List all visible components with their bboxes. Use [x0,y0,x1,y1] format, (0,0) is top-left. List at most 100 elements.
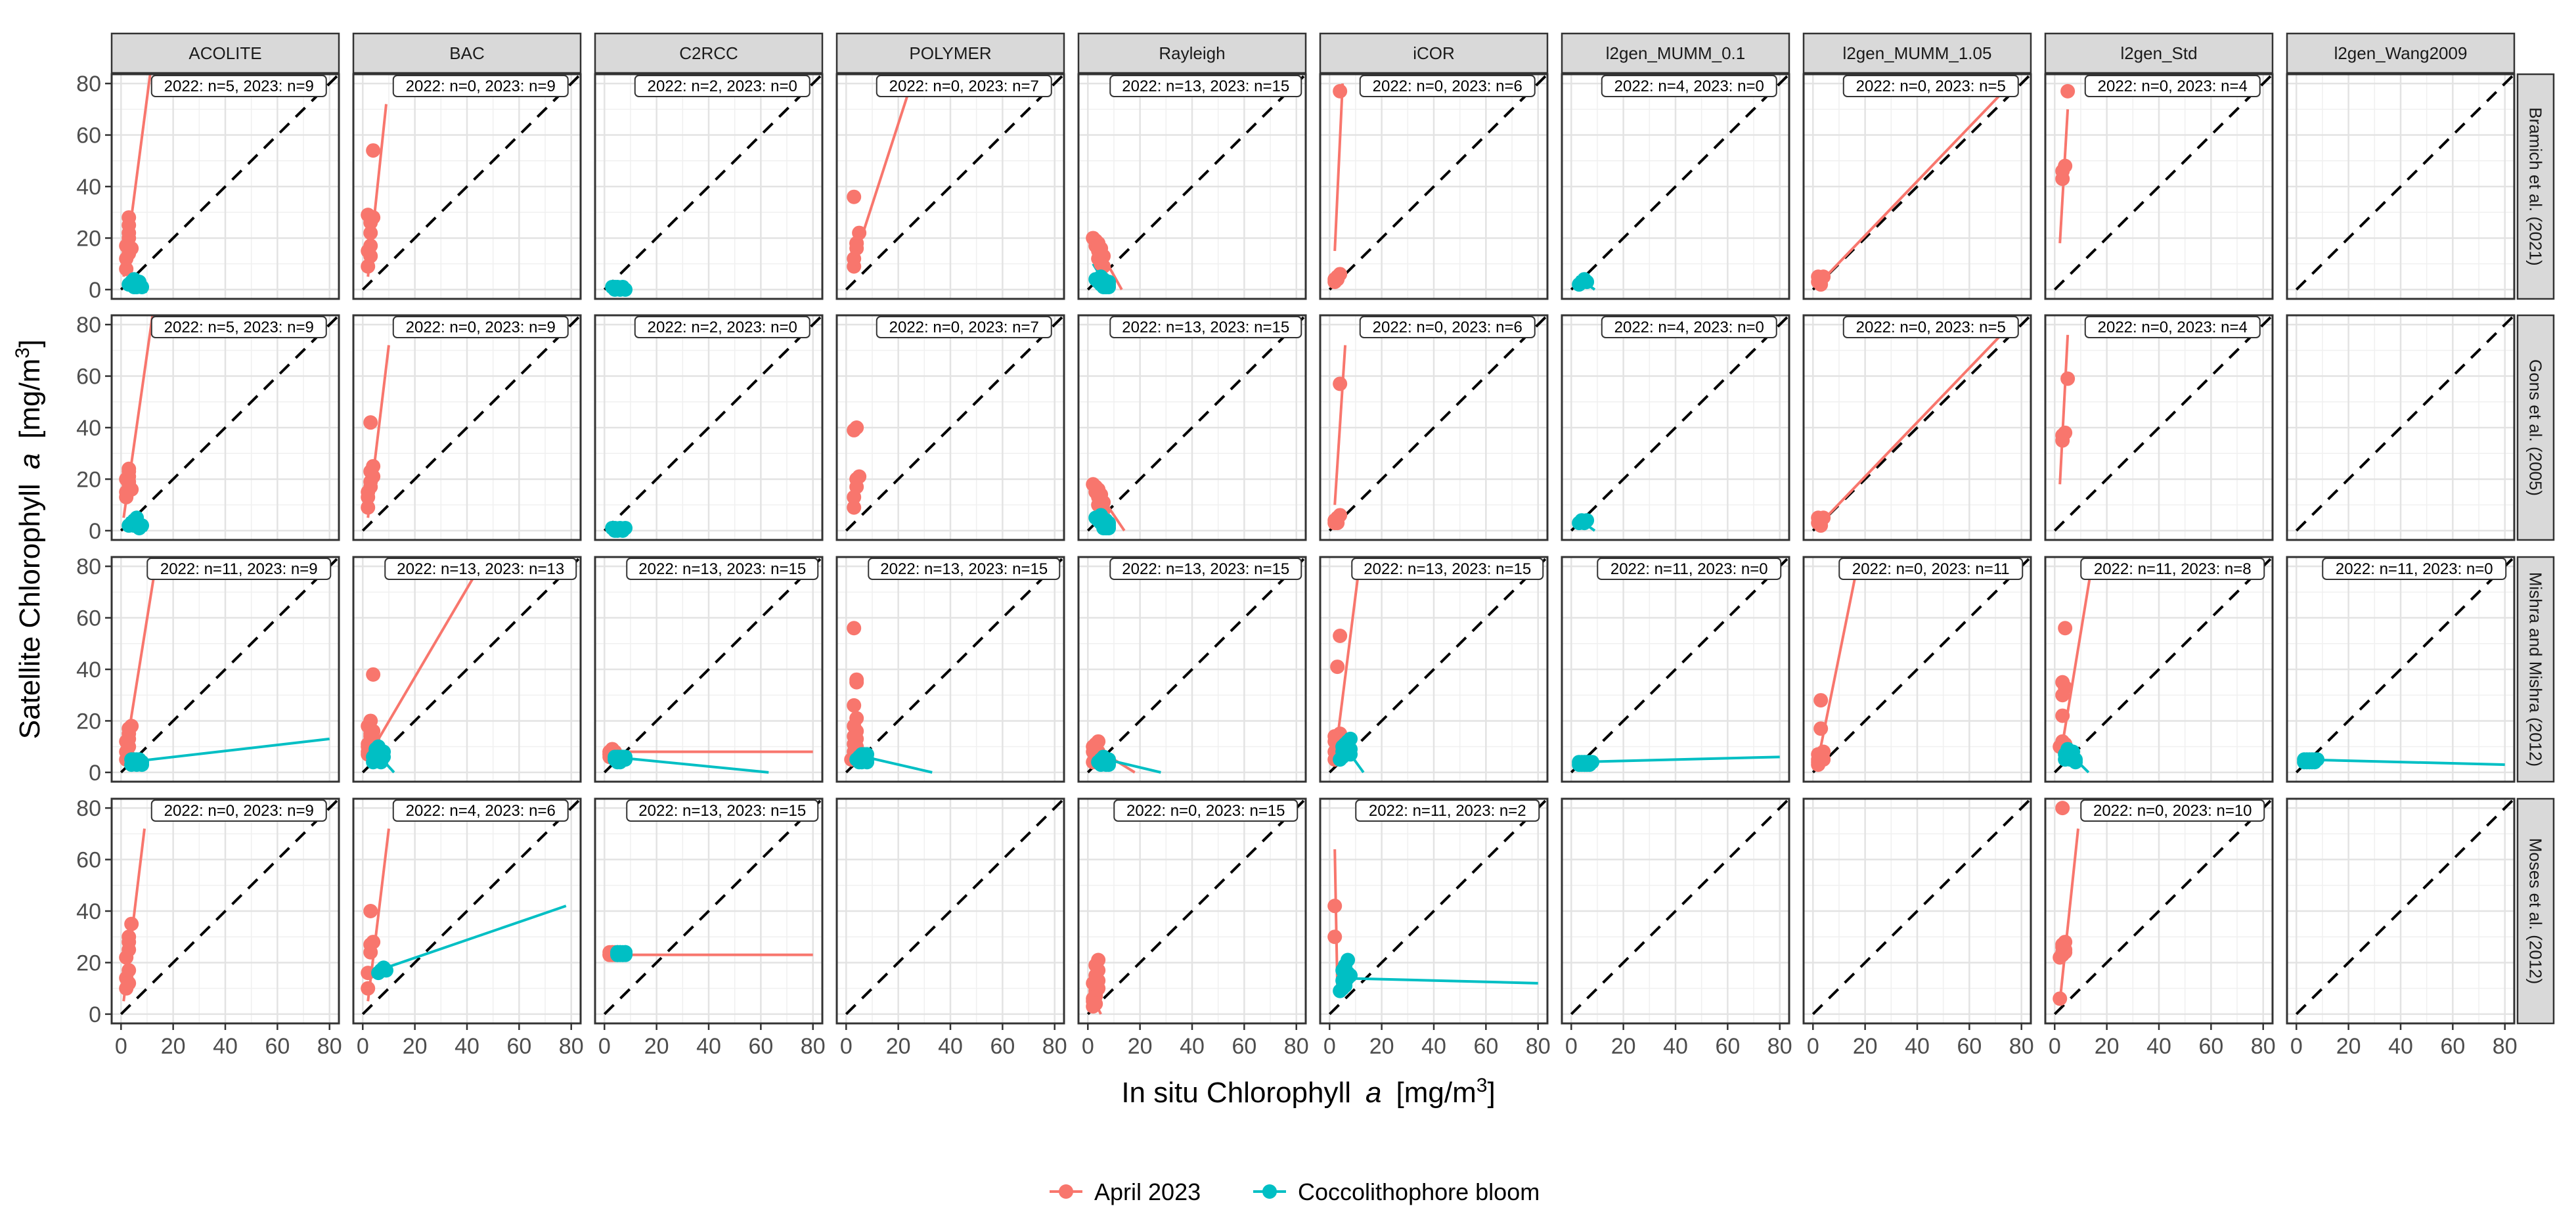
axis-title-unit: [mg/m [14,359,46,439]
panel-plot-area [361,557,581,774]
sample-count-label: 2022: n=2, 2023: n=0 [634,75,811,97]
sample-count-label: 2022: n=13, 2023: n=15 [868,558,1061,580]
april-2023-fit-line [1333,345,1347,505]
april-2023-point [2055,801,2070,816]
x-tick-label: 40 [2146,1034,2171,1059]
facet-panel: 2022: n=13, 2023: n=15 [1077,73,1307,300]
one-to-one-line [1086,74,1306,291]
x-tick-label: 20 [1128,1034,1153,1059]
one-to-one-line [361,557,581,774]
facet-panel: 2022: n=0, 2023: n=7 [835,73,1065,300]
one-to-one-line [2295,799,2514,1016]
coccolithophore-bloom-point [610,945,625,960]
sample-count-label: 2022: n=0, 2023: n=5 [1842,316,2019,338]
one-to-one-line [120,799,339,1016]
sample-count-text: 2022: n=2, 2023: n=0 [648,78,797,95]
y-tick-label: 20 [76,950,101,975]
axis-title-unit-power: 3 [12,347,33,359]
facet-panel [2286,797,2516,1025]
x-tick-label: 60 [265,1034,290,1059]
april-2023-point [847,621,862,636]
y-tick-label: 40 [76,899,101,924]
sample-count-text: 2022: n=13, 2023: n=15 [880,560,1048,578]
facet-panel: 2022: n=13, 2023: n=13 [352,556,582,783]
x-tick-label: 0 [357,1034,369,1059]
coccolithophore-bloom-point [608,523,623,538]
sample-count-text: 2022: n=13, 2023: n=15 [1122,78,1289,95]
april-2023-point [363,248,378,263]
panel-plot-area [1086,799,1306,1016]
facet-panel: 2022: n=0, 2023: n=7 [835,314,1065,541]
sample-count-text: 2022: n=4, 2023: n=6 [406,802,556,820]
facet-panel [835,797,1065,1025]
panel-plot-area [844,557,1064,774]
sample-count-text: 2022: n=5, 2023: n=9 [164,319,314,336]
april-2023-point [122,975,137,991]
april-2023-point [1813,721,1829,736]
sample-count-label: 2022: n=13, 2023: n=15 [1351,558,1544,580]
row-strip-label: Bramich et al. (2021) [2526,107,2546,265]
x-tick-label: 60 [1715,1034,1740,1059]
row-strip: Moses et al. (2012) [2516,797,2555,1025]
april-2023-point [361,966,376,981]
facet-panel [1802,797,2032,1025]
facet-panel: 2022: n=2, 2023: n=0 [594,314,824,541]
sample-count-text: 2022: n=0, 2023: n=5 [1856,319,2006,336]
april-2023-point [849,420,864,435]
panel-border [835,73,1065,300]
sample-count-text: 2022: n=13, 2023: n=15 [638,802,806,820]
sample-count-text: 2022: n=0, 2023: n=9 [164,802,314,820]
april-2023-point [2053,991,2068,1006]
panel-border [1319,73,1549,300]
sample-count-box [1109,558,1302,580]
y-tick-label: 0 [89,278,101,303]
april-2023-point [361,500,376,515]
x-tick-label: 20 [2095,1034,2120,1059]
april-2023-point [2058,425,2073,440]
panel-border [352,73,582,300]
y-tick-label: 60 [76,365,101,390]
facet-panel: 2022: n=0, 2023: n=9 [352,314,582,541]
sample-count-box [1355,799,1540,822]
y-tick-label: 60 [76,606,101,631]
sample-count-text: 2022: n=4, 2023: n=0 [1614,319,1764,336]
panel-border [1561,556,1790,783]
x-tick-label: 0 [2290,1034,2303,1059]
panel-border [2286,73,2516,300]
x-tick-label: 20 [644,1034,669,1059]
april-2023-point [1333,376,1348,391]
coccolithophore-bloom-fit-line [2301,758,2505,767]
panel-border [1319,556,1549,783]
x-tick-label: 40 [455,1034,479,1059]
panel-plot-area [361,315,581,532]
row-strip-label: Mishra and Mishra (2012) [2526,572,2546,767]
one-to-one-line [2295,74,2514,291]
sample-count-label: 2022: n=11, 2023: n=9 [146,558,332,580]
sample-count-label: 2022: n=0, 2023: n=6 [1359,316,1536,338]
sample-count-label: 2022: n=5, 2023: n=9 [150,75,327,97]
x-tick-label: 20 [886,1034,911,1059]
x-tick-label: 80 [559,1034,584,1059]
one-to-one-line [845,315,1064,532]
coccolithophore-bloom-point [1338,978,1353,993]
panel-border [835,556,1065,783]
row-strip-label: Gons et al. (2005) [2526,359,2546,496]
sample-count-text: 2022: n=11, 2023: n=2 [1369,802,1526,820]
column-strip-bg [1561,32,1790,74]
sample-count-text: 2022: n=0, 2023: n=9 [406,319,556,336]
april-2023-point [119,261,134,277]
x-tick-label: 40 [2388,1034,2413,1059]
y-tick-label: 40 [76,658,101,682]
facet-panel: 2022: n=11, 2023: n=0 [1561,556,1790,783]
one-to-one-line [845,557,1064,774]
panel-plot-area [845,799,1064,1016]
panel-border [1077,73,1307,300]
coccolithophore-bloom-point [1096,277,1111,292]
legend-label: Coccolithophore bloom [1298,1178,1540,1205]
y-tick-label: 80 [76,72,101,97]
sample-count-label: 2022: n=13, 2023: n=15 [1109,558,1302,580]
y-tick-label: 20 [76,467,101,492]
y-tick-label: 20 [76,226,101,251]
sample-count-label: 2022: n=11, 2023: n=0 [2322,558,2507,580]
column-strip-bg [1319,32,1549,74]
